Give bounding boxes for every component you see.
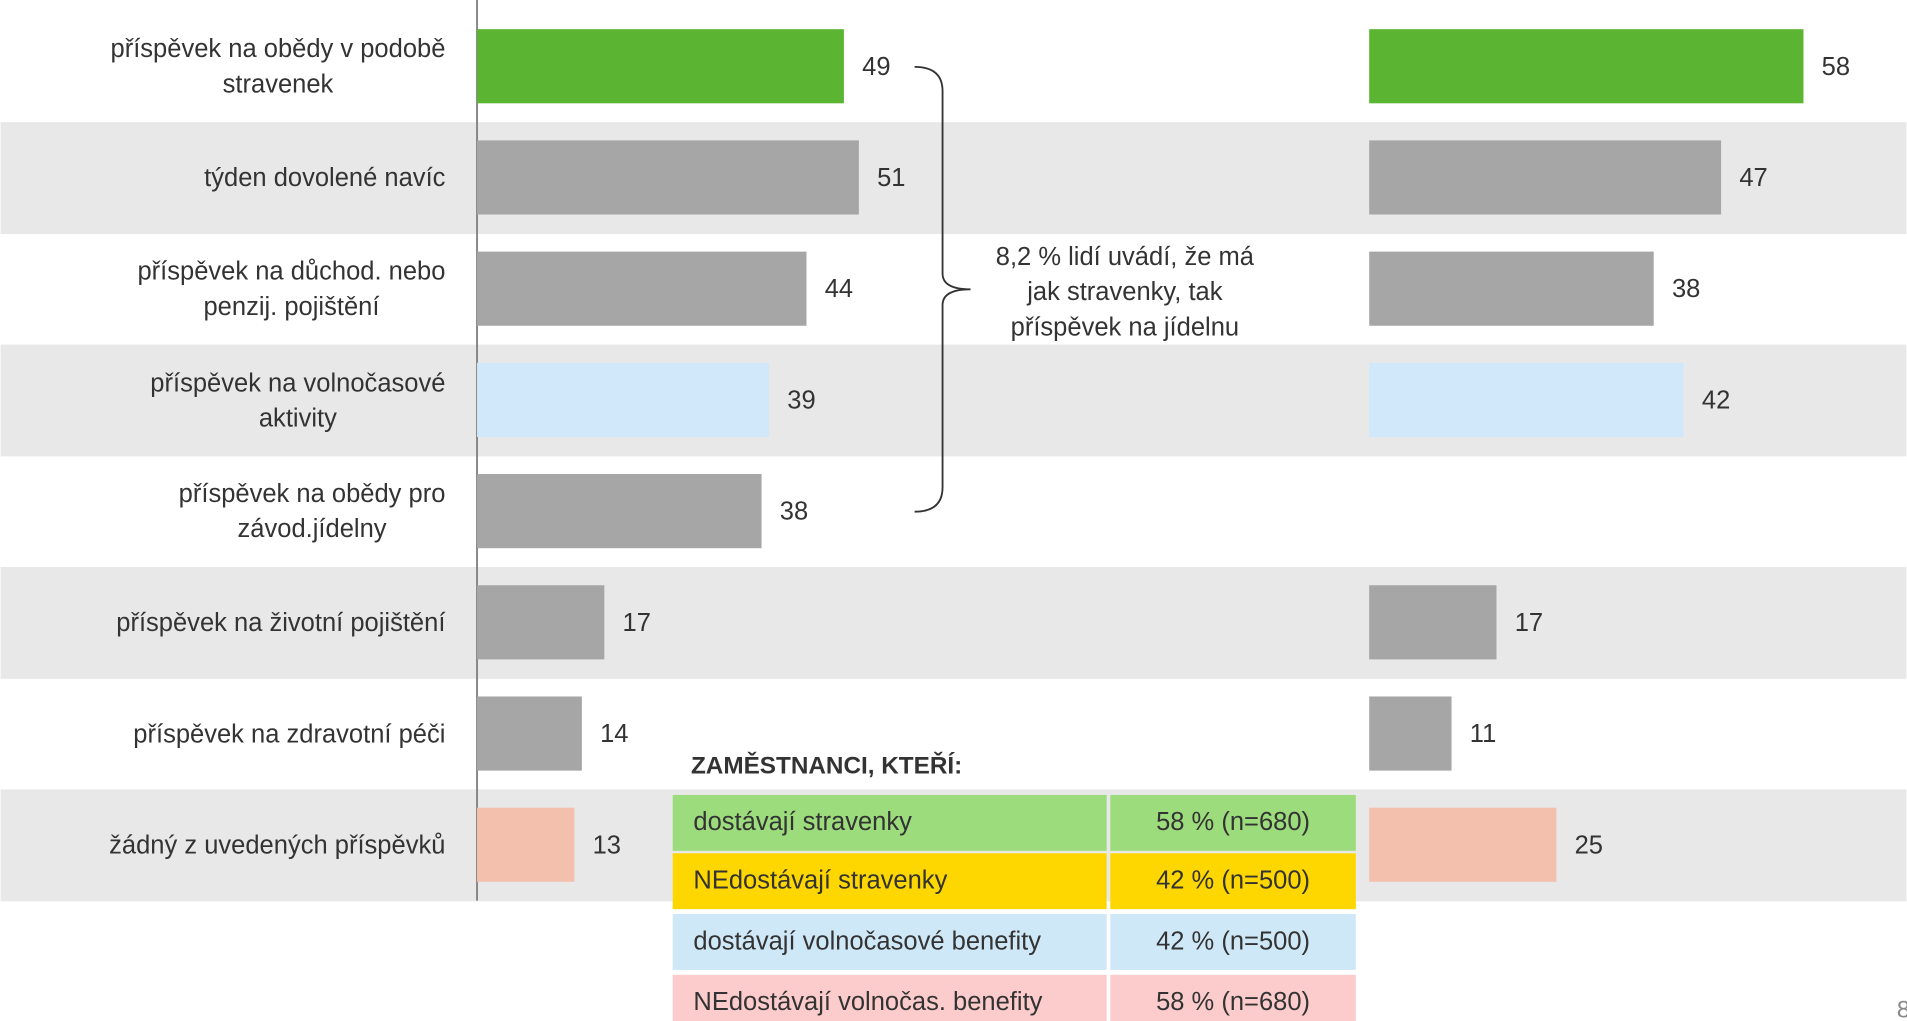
legend-label: dostávají stravenky [693,808,912,837]
category-label-box: příspěvek na obědy v podobě stravenek [25,12,446,121]
category-label-wrap: příspěvek na obědy pro závod.jídelny [25,457,446,566]
category-label-wrap: příspěvek na volnočasové aktivity [25,346,446,455]
legend-value: 42 % (n=500) [1156,866,1311,895]
bar [1369,696,1452,771]
category-label-wrap: týden dovolené navíc [25,123,446,232]
legend-cell [672,914,1107,970]
legend-label: NEdostávají stravenky [693,866,948,895]
legend-value: 58 % (n=680) [1156,988,1311,1017]
category-label: příspěvek na důchod. nebo penzij. pojišt… [137,257,446,321]
legend-cell [1110,914,1356,970]
bar [477,362,770,437]
bar [477,807,575,882]
bar [477,29,844,104]
category-label-wrap: žádný z uvedených příspěvků [25,791,446,900]
bar [477,474,762,549]
category-label-box: příspěvek na obědy pro závod.jídelny [25,457,446,566]
bar [1369,140,1722,215]
legend-title: ZAMĚSTNANCI, KTEŘÍ: [691,751,962,779]
legend-cell [672,974,1107,1021]
value-label: 58 [1822,53,1850,81]
legend-cell [1110,853,1356,910]
bar [477,140,859,215]
legend-value: 42 % (n=500) [1156,927,1311,956]
bar [477,696,582,771]
category-label-box: příspěvek na volnočasové aktivity [25,346,446,455]
category-label: žádný z uvedených příspěvků [109,831,446,860]
annotation-box: 8,2 % lidí uvádí, že má jak stravenky, t… [995,242,1254,341]
legend-cell [1110,794,1356,851]
legend-label-box: dostávají stravenky [693,808,912,837]
value-label: 38 [780,498,808,526]
category-label-box: žádný z uvedených příspěvků [25,791,446,900]
bar [1369,29,1804,104]
value-label: 17 [623,609,651,637]
value-label: 39 [787,386,815,414]
category-label-wrap: příspěvek na obědy v podobě stravenek [25,12,446,121]
category-label: příspěvek na obědy v podobě stravenek [110,35,446,99]
category-label-wrap: příspěvek na důchod. nebo penzij. pojišt… [25,235,446,344]
value-label: 47 [1739,164,1767,192]
category-label: příspěvek na volnočasové aktivity [150,368,446,433]
category-label: příspěvek na životní pojištění [116,608,446,637]
bar [1369,251,1654,326]
value-label: 17 [1515,609,1543,637]
brace [914,65,971,513]
row-band [0,567,1907,679]
category-label-box: příspěvek na zdravotní péči [25,679,446,788]
bar [1369,585,1497,660]
legend-value: 58 % (n=680) [1156,808,1311,837]
legend-label-box: NEdostávají stravenky [693,866,948,895]
legend-cell [672,853,1107,910]
legend-value-box: 42 % (n=500) [1156,866,1311,895]
legend-cell [1110,974,1356,1021]
annotation: 8,2 % lidí uvádí, že má jak stravenky, t… [995,242,1254,341]
category-label: příspěvek na obědy pro závod.jídelny [178,480,446,544]
legend-value-box: 58 % (n=680) [1156,808,1311,837]
value-label: 38 [1672,275,1700,303]
legend-label-box: dostávají volnočasové benefity [693,927,1042,956]
value-label: 42 [1702,386,1730,414]
value-label: 51 [877,164,905,192]
bar [1369,362,1684,437]
value-label: 49 [862,53,890,81]
value-label: 11 [1470,720,1497,748]
page-number: 8 [1897,997,1907,1021]
legend-value-box: 58 % (n=680) [1156,988,1311,1017]
legend-value-box: 42 % (n=500) [1156,927,1311,956]
bar [477,585,605,660]
value-label: 44 [825,275,853,303]
legend-label: NEdostávají volnočas. benefity [693,988,1043,1017]
category-label: příspěvek na zdravotní péči [133,720,446,749]
bar [477,251,807,326]
category-label-box: týden dovolené navíc [25,123,446,232]
value-label: 25 [1575,831,1603,859]
bar [1369,807,1557,882]
value-label: 13 [593,831,621,859]
category-label-box: příspěvek na životní pojištění [25,568,446,677]
category-label-wrap: příspěvek na zdravotní péči [25,679,446,788]
legend-label-box: NEdostávají volnočas. benefity [693,988,1043,1017]
legend-cell [672,794,1107,851]
value-label: 14 [600,720,628,748]
category-label: týden dovolené navíc [204,164,446,193]
category-label-box: příspěvek na důchod. nebo penzij. pojišt… [25,235,446,344]
legend-label: dostávají volnočasové benefity [693,927,1042,956]
category-label-wrap: příspěvek na životní pojištění [25,568,446,677]
